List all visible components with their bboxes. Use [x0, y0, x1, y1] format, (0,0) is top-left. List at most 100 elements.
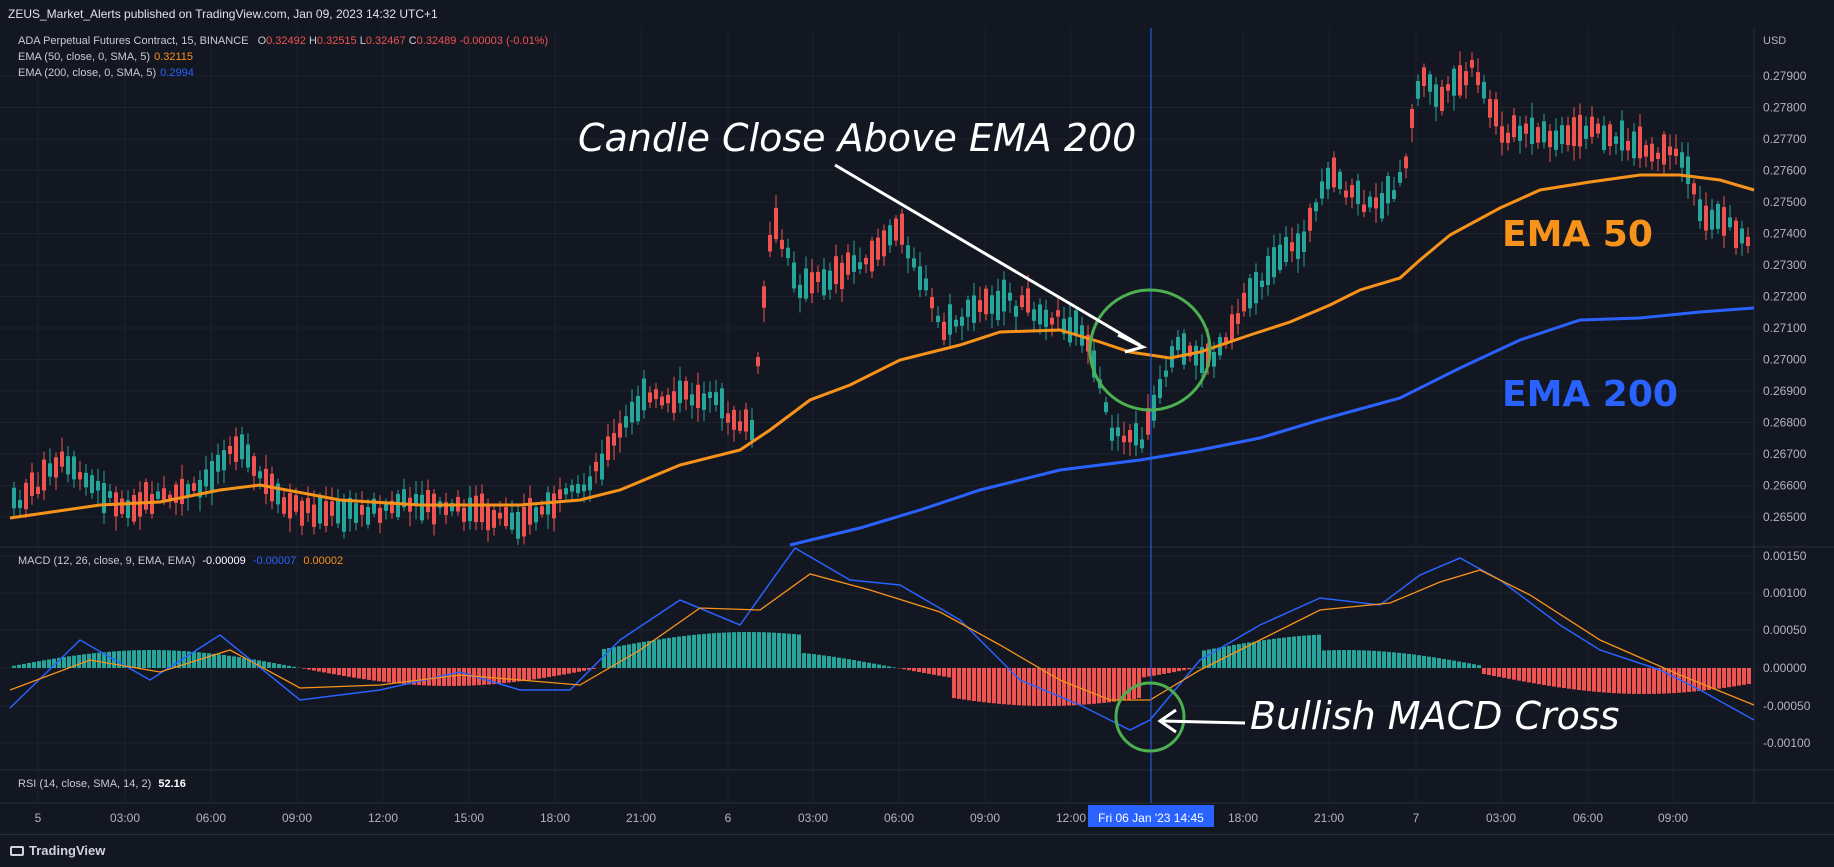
- macd-histogram-bar: [722, 632, 726, 668]
- price-tick-label: 0.26700: [1763, 447, 1807, 461]
- macd-histogram-bar: [1517, 668, 1521, 681]
- macd-histogram-bar: [62, 657, 66, 668]
- crosshair-time-badge: [1088, 805, 1214, 827]
- macd-histogram-bar: [727, 632, 731, 668]
- macd-histogram-bar: [207, 653, 211, 668]
- candle-body: [1644, 145, 1648, 157]
- macd-histogram-bar: [642, 641, 646, 668]
- macd-histogram-bar: [972, 668, 976, 701]
- macd-histogram-bar: [577, 668, 581, 672]
- macd-histogram-bar: [1052, 668, 1056, 706]
- candle-body: [768, 234, 772, 252]
- candle-body: [126, 500, 130, 519]
- macd-tick-label: 0.00000: [1763, 661, 1807, 675]
- candle-body: [1698, 199, 1702, 221]
- candle-body: [810, 272, 814, 294]
- candle-body: [540, 506, 544, 515]
- macd-cross-highlight-circle: [1114, 681, 1186, 753]
- macd-histogram-bar: [757, 632, 761, 668]
- macd-histogram-bar: [557, 668, 561, 676]
- macd-histogram-bar: [1432, 657, 1436, 668]
- rsi-legend[interactable]: RSI (14, close, SMA, 14, 2) 52.16: [18, 778, 186, 790]
- candle-body: [1458, 65, 1462, 96]
- chart-area[interactable]: 5 03:00 06:00 09:00 12:00 15:00 18:00 21:00 6 03:…: [0, 28, 1834, 831]
- candle-body: [24, 482, 28, 510]
- macd-histogram-bar: [992, 668, 996, 704]
- candle-body: [1656, 152, 1660, 159]
- macd-histogram-bar: [1672, 668, 1676, 694]
- macd-histogram-bar: [1207, 649, 1211, 668]
- macd-histogram-bar: [1302, 635, 1306, 668]
- candle-body: [978, 300, 982, 313]
- macd-legend[interactable]: MACD (12, 26, close, 9, EMA, EMA) -0.000…: [18, 555, 343, 567]
- candle-body: [1566, 125, 1570, 146]
- macd-histogram-bar: [257, 660, 261, 668]
- candle-body: [1254, 272, 1258, 304]
- candle-close-arrowhead: [1117, 333, 1148, 354]
- candle-body: [1638, 126, 1642, 159]
- macd-histogram-bar: [1722, 668, 1726, 688]
- candle-body: [1026, 288, 1030, 313]
- candle-body: [840, 262, 844, 290]
- macd-histogram-bar: [1647, 668, 1651, 694]
- candle-body: [390, 500, 394, 514]
- candle-body: [378, 507, 382, 523]
- macd-histogram-bar: [32, 662, 36, 668]
- chart-canvas[interactable]: 5 03:00 06:00 09:00 12:00 15:00 18:00 21:00 6 03:…: [0, 28, 1834, 831]
- ema200-legend[interactable]: EMA (200, close, 0, SMA, 5) 0.2994: [18, 67, 194, 79]
- macd-histogram-bar: [957, 668, 961, 699]
- candle-body: [294, 495, 298, 512]
- candle-body: [1302, 231, 1306, 252]
- macd-histogram-bar: [1232, 644, 1236, 668]
- macd-histogram-bar: [937, 668, 941, 676]
- tradingview-logo[interactable]: TradingView: [10, 843, 105, 858]
- candle-body: [822, 269, 826, 296]
- ema50-line: [9, 173, 1755, 520]
- candle-body: [522, 506, 526, 537]
- candle-body: [234, 436, 238, 462]
- macd-histogram-bar: [137, 650, 141, 668]
- macd-histogram-bar: [117, 651, 121, 668]
- candle-body: [366, 506, 370, 525]
- macd-histogram-bar: [1287, 637, 1291, 668]
- candle-body: [1578, 114, 1582, 147]
- ema50-legend[interactable]: EMA (50, close, 0, SMA, 5) 0.32115: [18, 51, 193, 63]
- macd-histogram-bar: [1682, 668, 1686, 693]
- macd-histogram-bar: [1032, 668, 1036, 706]
- macd-histogram-bar: [1337, 650, 1341, 668]
- macd-histogram-bar: [1112, 668, 1116, 702]
- macd-histogram-bar: [107, 651, 111, 668]
- candle-body: [660, 396, 664, 406]
- tradingview-logo-icon: [10, 846, 24, 856]
- ema200-legend-label: EMA (200, close, 0, SMA, 5): [18, 67, 157, 79]
- macd-histogram-bar: [1212, 648, 1216, 668]
- macd-histogram-bar: [827, 656, 831, 668]
- candle-body: [882, 230, 886, 257]
- candle-body: [1608, 124, 1612, 147]
- candle-body: [1668, 146, 1672, 156]
- macd-histogram-bar: [1492, 668, 1496, 676]
- macd-signal-line: [9, 569, 1755, 706]
- macd-histogram-bar: [497, 668, 501, 684]
- candle-body: [858, 262, 862, 270]
- macd-histogram-bar: [737, 632, 741, 668]
- crosshair-time-label: Fri 06 Jan '23 14:45: [1098, 811, 1204, 825]
- candle-body: [738, 421, 742, 431]
- macd-histogram-bar: [692, 634, 696, 668]
- macd-histogram-bar: [1472, 664, 1476, 668]
- candle-body: [936, 315, 940, 322]
- macd-histogram-bar: [142, 650, 146, 668]
- macd-histogram-bar: [1042, 668, 1046, 706]
- macd-histogram-bar: [1327, 650, 1331, 668]
- candle-body: [276, 483, 280, 505]
- candle-body: [942, 321, 946, 341]
- macd-histogram-bar: [1527, 668, 1531, 683]
- macd-histogram-bar: [797, 634, 801, 668]
- candle-body: [582, 484, 586, 492]
- macd-histogram-bar: [407, 668, 411, 685]
- macd-histogram-bar: [527, 668, 531, 681]
- time-tick-label: 12:00: [1056, 811, 1086, 825]
- candle-body: [648, 392, 652, 403]
- macd-histogram-bar: [27, 662, 31, 668]
- macd-histogram-bar: [1172, 668, 1176, 673]
